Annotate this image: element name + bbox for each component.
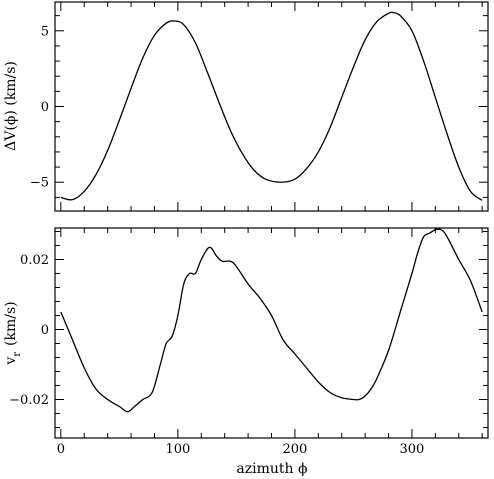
bottom-panel: −0.02 0 0.02 0 100 200 300 vr (km/s) azimuth ϕ	[3, 227, 489, 477]
x-tick-label: 300	[400, 442, 425, 457]
y-tick-label: −5	[30, 176, 49, 191]
x-axis-label: azimuth ϕ	[236, 461, 307, 477]
x-tick-label: 200	[282, 442, 307, 457]
top-panel: −5 0 5 ΔV(ϕ) (km/s)	[3, 1, 489, 212]
delta-v-series-line	[60, 11, 483, 201]
bottom-y-axis-label-unit: (km/s)	[3, 301, 19, 346]
y-tick-label: −0.02	[9, 393, 49, 408]
y-tick-label: 0.02	[20, 253, 49, 268]
top-panel-frame	[54, 1, 489, 212]
bottom-panel-ticks: −0.02 0 0.02 0 100 200 300	[9, 228, 488, 457]
x-tick-label: 0	[57, 442, 65, 457]
top-panel-ticks: −5 0 5	[30, 2, 488, 211]
y-tick-label: 0	[41, 100, 49, 115]
bottom-y-axis-label-sub: r	[12, 352, 23, 357]
vr-series-line	[60, 228, 483, 413]
top-y-axis-label: ΔV(ϕ) (km/s)	[3, 61, 19, 151]
bottom-y-axis-label: vr (km/s)	[3, 301, 23, 365]
y-tick-label: 0	[41, 323, 49, 338]
x-tick-label: 100	[165, 442, 190, 457]
y-tick-label: 5	[41, 24, 49, 39]
bottom-y-axis-label-main: v	[3, 357, 19, 366]
